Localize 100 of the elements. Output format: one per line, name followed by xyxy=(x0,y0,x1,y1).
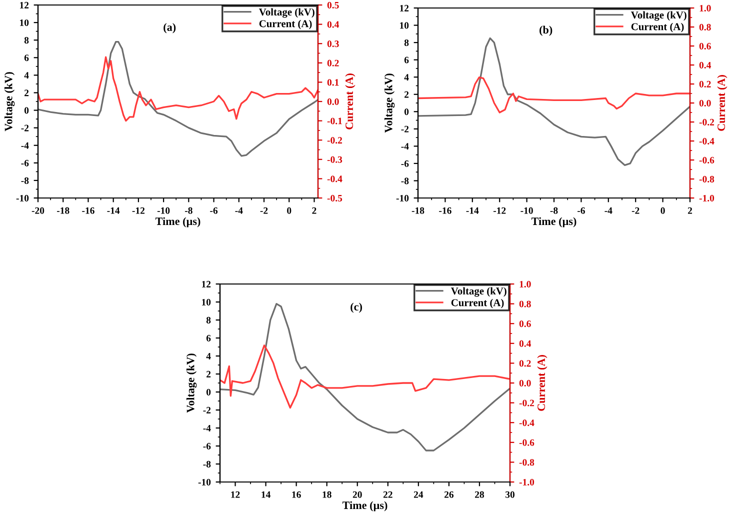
y-tick-label: -4 xyxy=(203,424,211,432)
y2-tick-label: 0.4 xyxy=(699,62,711,69)
y2-tick-label: -0.4 xyxy=(519,420,534,426)
y-tick-label: 0 xyxy=(24,107,29,114)
x-tick-label: 14 xyxy=(262,491,270,498)
y2-tick-label: -0.6 xyxy=(519,439,534,446)
x-tick-label: -2 xyxy=(260,207,268,214)
y2-tick-label: -0.8 xyxy=(519,459,534,466)
y2-tick-label: 0.1 xyxy=(327,79,339,86)
x-axis-title: Time (µs) xyxy=(155,217,200,228)
y-tick-label: 8 xyxy=(206,316,211,324)
y2-tick-label: -0.4 xyxy=(327,176,342,182)
y-tick-label: 0 xyxy=(404,108,409,116)
x-tick-label: -10 xyxy=(157,207,170,214)
x-tick-label: 2 xyxy=(688,207,692,214)
annotation: (c) xyxy=(350,302,362,313)
y2-tick-label: 0.8 xyxy=(519,300,531,308)
y-tick-label: 2 xyxy=(404,91,409,98)
x-tick-label: -14 xyxy=(466,207,479,214)
x-tick-label: 24 xyxy=(414,491,424,498)
x-tick-label: 2 xyxy=(312,207,316,214)
y2-tick-label: -0.1 xyxy=(327,118,342,124)
y-tick-label: 0 xyxy=(206,388,211,396)
y2-tick-label: 0.5 xyxy=(327,2,339,9)
y2-tick-label: 0.2 xyxy=(519,360,531,367)
x-tick-label: -4 xyxy=(604,207,612,214)
annotation: (a) xyxy=(164,23,176,34)
y-tick-label: 4 xyxy=(206,352,211,360)
x-tick-label: -18 xyxy=(56,207,70,214)
x-tick-label: -12 xyxy=(493,207,506,214)
y2-tick-label: -0.2 xyxy=(699,118,714,126)
x-tick-label: 18 xyxy=(322,491,332,498)
y2-tick-label: 0.0 xyxy=(327,98,339,106)
legend-label: Voltage (kV) xyxy=(450,287,506,297)
annotation: (b) xyxy=(540,26,552,36)
y-tick-label: 10 xyxy=(202,298,211,306)
y2-tick-label: 0.0 xyxy=(699,100,711,107)
y2-axis-title: Current (A) xyxy=(537,355,548,411)
y2-tick-label: 1.0 xyxy=(520,280,531,288)
y2-tick-label: -1.0 xyxy=(519,478,534,486)
x-tick-label: 26 xyxy=(444,491,454,498)
y2-axis-title: Current (A) xyxy=(345,74,356,130)
x-tick-label: -10 xyxy=(520,207,533,214)
y-tick-label: -2 xyxy=(401,126,409,132)
y-tick-label: 4 xyxy=(404,74,409,80)
y-tick-label: 10 xyxy=(20,19,29,26)
x-tick-label: -18 xyxy=(412,207,424,214)
y-axis-title: Voltage (kV) xyxy=(186,354,197,413)
y-tick-label: 2 xyxy=(206,370,211,378)
x-tick-label: -4 xyxy=(235,207,243,214)
y-tick-label: -10 xyxy=(396,194,409,202)
y2-axis-title: Current (A) xyxy=(717,75,728,131)
y-tick-label: 2 xyxy=(24,90,29,96)
y-tick-label: 4 xyxy=(24,72,29,79)
y-tick-label: -8 xyxy=(401,178,409,184)
y2-tick-label: 0.6 xyxy=(519,320,531,328)
y-tick-label: 12 xyxy=(202,280,211,288)
x-axis-title: Time (µs) xyxy=(342,501,388,512)
line-series xyxy=(38,41,318,157)
y-tick-label: -2 xyxy=(21,124,29,132)
y-tick-label: -8 xyxy=(21,177,29,184)
y-tick-label: -10 xyxy=(16,194,29,202)
x-tick-label: -2 xyxy=(632,207,640,214)
y-tick-label: 6 xyxy=(404,56,409,64)
y-tick-label: -6 xyxy=(203,442,211,450)
y2-tick-label: 0.6 xyxy=(699,42,711,50)
y2-tick-label: -0.4 xyxy=(699,138,714,145)
legend-label: Current (A) xyxy=(451,298,504,308)
y-axis-title: Voltage (kV) xyxy=(4,72,15,132)
y2-tick-label: -0.2 xyxy=(519,400,534,406)
x-tick-label: 28 xyxy=(475,491,484,498)
y2-tick-label: 0.4 xyxy=(327,21,339,28)
legend-label: Voltage (kV) xyxy=(258,8,314,18)
line-series xyxy=(418,76,690,114)
y2-tick-label: 0.2 xyxy=(327,60,339,66)
x-tick-label: -6 xyxy=(578,207,585,214)
line-series xyxy=(220,344,510,409)
x-tick-label: 20 xyxy=(352,491,362,498)
x-axis-title: Time (µs) xyxy=(531,217,576,228)
y-tick-label: 8 xyxy=(404,39,409,46)
x-tick-label: -14 xyxy=(107,207,120,214)
y-tick-label: -6 xyxy=(21,160,29,166)
y-tick-label: -4 xyxy=(21,142,29,149)
y-tick-label: 10 xyxy=(400,22,409,29)
y2-tick-label: -0.2 xyxy=(327,137,342,144)
x-tick-label: 16 xyxy=(292,491,301,498)
y2-tick-label: 0.2 xyxy=(699,80,711,88)
y2-tick-label: 0.3 xyxy=(327,40,339,48)
y-tick-label: -4 xyxy=(401,143,409,150)
y-axis-title: Voltage (kV) xyxy=(384,74,395,133)
line-series xyxy=(418,37,690,166)
line-series xyxy=(38,56,318,122)
y2-tick-label: -0.6 xyxy=(699,156,714,164)
x-tick-label: -8 xyxy=(184,207,192,214)
x-tick-label: -16 xyxy=(82,207,94,214)
x-tick-label: -12 xyxy=(132,207,145,214)
y-tick-label: 12 xyxy=(20,2,29,8)
legend-label: Current (A) xyxy=(631,22,684,32)
y-tick-label: -8 xyxy=(203,460,211,468)
x-tick-label: 30 xyxy=(506,491,514,498)
